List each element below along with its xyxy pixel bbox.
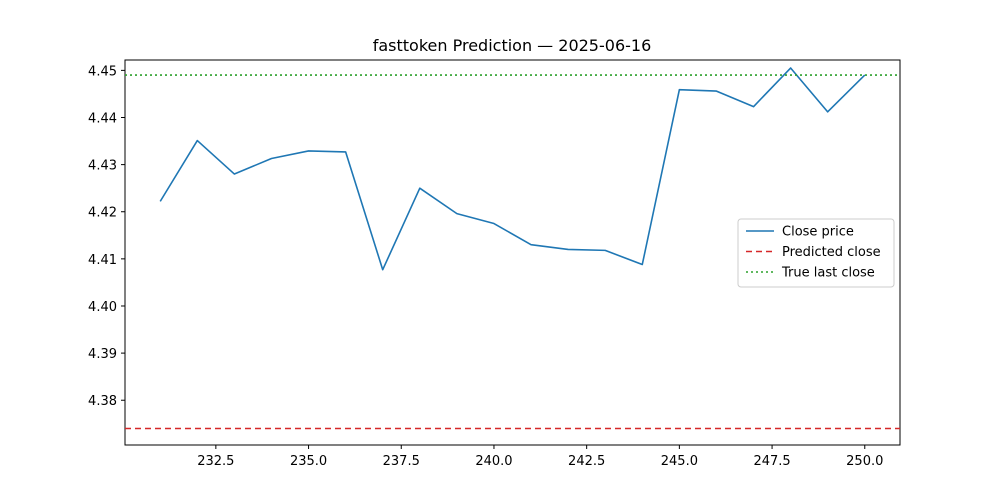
x-tick-label: 242.5	[568, 454, 605, 469]
legend: Close price Predicted close True last clos…	[737, 218, 895, 288]
y-tick-label: 4.43	[88, 159, 117, 174]
x-tick-label: 235.0	[290, 454, 327, 469]
x-tick-label: 245.0	[661, 454, 698, 469]
x-tick-label: 247.5	[753, 454, 790, 469]
y-tick-label: 4.41	[88, 253, 117, 268]
legend-label: Close price	[782, 225, 854, 240]
legend-box	[737, 218, 895, 288]
plot-frame	[124, 59, 901, 446]
x-tick-label: 232.5	[197, 454, 234, 469]
x-axis-ticks: 232.5 235.0 237.5 240.0 242.5 245.0 247.5 250.0	[197, 445, 883, 469]
y-tick-label: 4.39	[88, 347, 117, 362]
y-tick-label: 4.40	[88, 300, 117, 315]
series-0-line	[159, 67, 866, 271]
chart-title: fasttoken Prediction — 2025-06-16	[373, 36, 652, 55]
legend-label: Predicted close	[782, 245, 881, 260]
y-tick-label: 4.44	[88, 111, 117, 126]
y-tick-label: 4.45	[88, 64, 117, 79]
y-tick-label: 4.38	[88, 394, 117, 409]
x-tick-label: 240.0	[475, 454, 512, 469]
x-tick-label: 250.0	[846, 454, 883, 469]
legend-label: True last close	[781, 266, 875, 281]
x-tick-label: 237.5	[383, 454, 420, 469]
axes	[124, 59, 901, 446]
y-tick-label: 4.42	[88, 206, 117, 221]
series-layer	[125, 67, 900, 430]
y-axis-ticks: 4.38 4.39 4.40 4.41 4.42 4.43 4.44 4.45	[88, 64, 125, 409]
